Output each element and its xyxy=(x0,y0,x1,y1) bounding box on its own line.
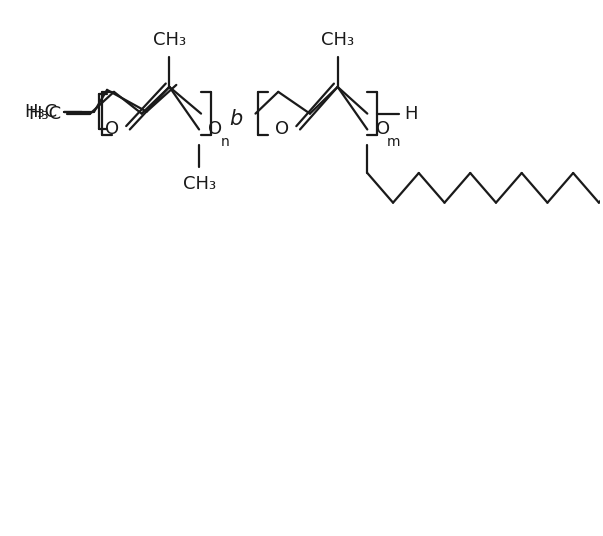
Text: O: O xyxy=(275,121,289,138)
Text: O: O xyxy=(376,121,390,138)
Text: H₃C: H₃C xyxy=(24,102,57,121)
Text: H: H xyxy=(404,105,418,123)
Text: n: n xyxy=(221,136,230,150)
Text: O: O xyxy=(105,121,119,138)
Text: b: b xyxy=(229,109,242,129)
Text: CH₃: CH₃ xyxy=(183,175,216,193)
Text: m: m xyxy=(387,136,400,150)
Text: H₃C: H₃C xyxy=(28,105,62,123)
Text: CH₃: CH₃ xyxy=(321,32,354,49)
Text: CH₃: CH₃ xyxy=(153,32,186,49)
Text: O: O xyxy=(208,121,222,138)
